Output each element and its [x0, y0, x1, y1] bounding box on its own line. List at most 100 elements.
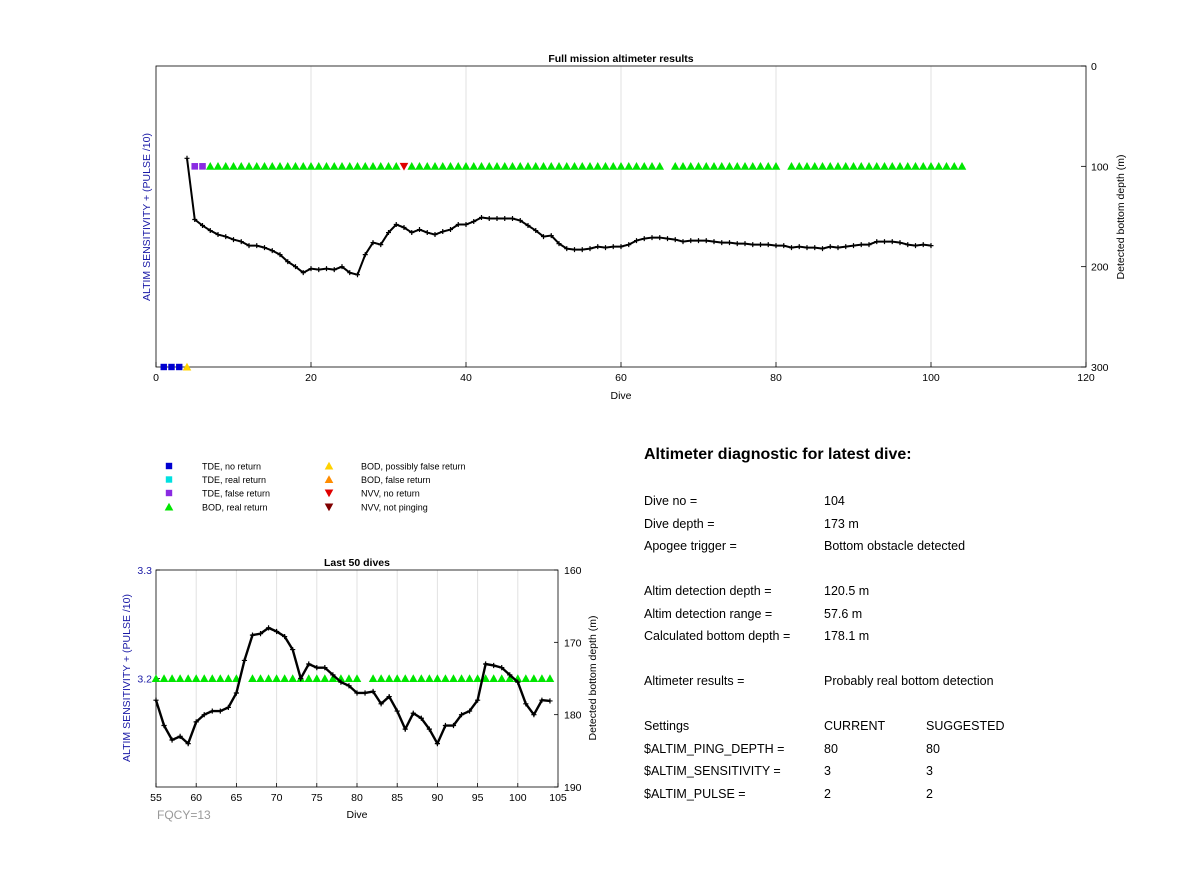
bod-real-return-marker [484, 162, 494, 170]
legend-label: NVV, no return [361, 489, 420, 499]
bod-real-return-marker [500, 162, 510, 170]
bod-real-return-marker [725, 162, 734, 170]
depth-point [402, 726, 408, 732]
bod-real-return-marker [529, 674, 539, 682]
nvv-no-return-marker [399, 162, 409, 171]
x-tick-label: 80 [770, 372, 782, 384]
depth-point [455, 222, 461, 228]
depth-point [572, 247, 577, 253]
depth-point [231, 237, 236, 243]
bod-real-return-marker [647, 162, 657, 170]
bod-real-return-marker [763, 162, 773, 170]
depth-point [217, 708, 223, 714]
bod-real-return-marker [537, 674, 547, 682]
top-markers [160, 162, 967, 371]
depth-point [300, 270, 306, 276]
depth-point [494, 216, 500, 222]
depth-point [201, 712, 207, 718]
bod-real-return-marker [903, 162, 913, 170]
bod-real-return-marker [207, 674, 217, 682]
depth-point [626, 242, 632, 248]
setting-row: $ALTIM_PING_DEPTH = 80 80 [644, 742, 1164, 765]
depth-point [595, 244, 601, 250]
bod-real-return-marker [787, 162, 796, 170]
depth-point [354, 690, 360, 696]
full-mission-chart: Full mission altimeter results 0 20 40 60 80… [141, 53, 1127, 402]
x-tick-label: 60 [190, 792, 202, 804]
depth-point [463, 222, 469, 228]
depth-point [338, 679, 344, 685]
bottom-markers [151, 674, 555, 682]
setting-name: $ALTIM_PING_DEPTH = [644, 741, 785, 756]
bod-real-return-marker [415, 162, 424, 170]
depth-point [897, 240, 903, 246]
bod-real-return-marker [477, 162, 486, 170]
depth-point [215, 232, 221, 238]
bod-real-return-marker [392, 674, 402, 682]
bod-real-return-marker [183, 674, 193, 682]
depth-point [409, 230, 415, 236]
bod-real-return-marker [469, 162, 479, 170]
depth-point [734, 241, 740, 247]
bod-real-return-marker [841, 162, 851, 170]
depth-point [432, 232, 438, 238]
bod-real-return-marker [425, 674, 434, 682]
x-tick-label: 105 [549, 792, 567, 804]
depth-point [200, 223, 205, 229]
detection-range-value: 57.6 m [824, 606, 863, 621]
depth-point [285, 259, 291, 265]
bod-real-return-marker [461, 162, 471, 170]
bod-real-return-marker [608, 162, 618, 170]
depth-point [293, 264, 298, 270]
depth-point [874, 239, 880, 245]
bod-real-return-marker [441, 674, 450, 682]
depth-point [393, 222, 399, 228]
depth-point [314, 665, 320, 671]
depth-point [223, 234, 229, 240]
depth-point [820, 246, 825, 252]
legend-marker [165, 476, 173, 483]
depth-point [479, 215, 484, 221]
bod-real-return-marker [322, 162, 331, 170]
depth-point [539, 697, 545, 703]
bod-real-return-marker [670, 162, 680, 170]
bod-real-return-marker [256, 674, 265, 682]
bod-real-return-marker [926, 162, 936, 170]
bod-real-return-marker [616, 162, 626, 170]
x-tick-label: 65 [231, 792, 243, 804]
top-left-axis-label: ALTIM SENSITIVITY + (PULSE /10) [141, 133, 153, 301]
bod-real-return-marker [337, 162, 347, 170]
bod-real-return-marker [810, 162, 820, 170]
depth-point [308, 266, 314, 272]
detection-depth-value: 120.5 m [824, 584, 870, 598]
bod-real-return-marker [291, 162, 300, 170]
x-tick-label: 100 [509, 792, 527, 804]
left-y-tick-label: 3.3 [137, 565, 152, 577]
bottom-depth-value: 178.1 m [824, 629, 870, 643]
top-x-ticks: 0 20 40 60 80 100 120 [153, 362, 1095, 384]
setting-suggested: 2 [926, 786, 933, 801]
bod-real-return-marker [585, 162, 595, 170]
depth-point [641, 236, 647, 242]
depth-point [866, 242, 872, 248]
depth-point [657, 235, 663, 241]
bod-real-return-marker [320, 674, 330, 682]
top-x-axis-label: Dive [610, 390, 631, 402]
depth-point [426, 726, 432, 732]
depth-point [424, 230, 430, 236]
depth-point [905, 242, 911, 248]
depth-point [238, 239, 244, 245]
bod-real-return-marker [554, 162, 564, 170]
legend-marker [324, 461, 334, 470]
depth-point [889, 239, 895, 245]
dive-depth-value: 173 m [824, 516, 859, 531]
detection-depth-row: Altim detection depth = 120.5 m [644, 584, 1164, 607]
depth-point [541, 234, 546, 240]
bod-real-return-marker [802, 162, 812, 170]
bod-real-return-marker [818, 162, 827, 170]
depth-point [233, 690, 239, 696]
depth-point [241, 657, 248, 664]
depth-point [882, 239, 887, 245]
depth-point [719, 240, 725, 246]
